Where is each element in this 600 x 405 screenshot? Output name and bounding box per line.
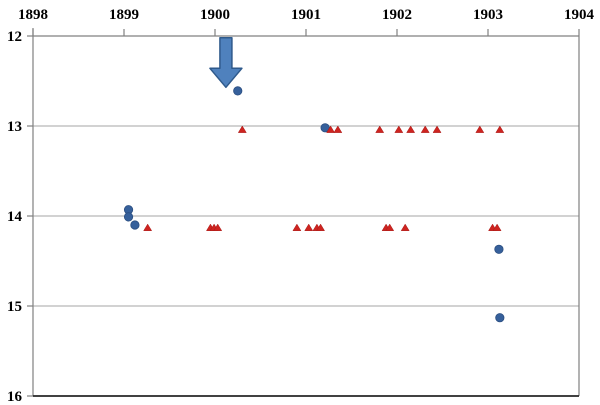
data-point-triangle [475, 125, 485, 133]
data-point-triangle [495, 125, 505, 133]
data-point-triangle [492, 223, 502, 231]
data-point-circle [130, 220, 140, 230]
data-point-triangle [432, 125, 442, 133]
data-point-triangle [333, 125, 343, 133]
y-axis-label: 14 [7, 209, 23, 225]
x-axis-label: 1903 [473, 7, 503, 23]
data-point-triangle [213, 223, 223, 231]
y-axis-label: 12 [7, 29, 22, 45]
x-axis-label: 1901 [291, 7, 321, 23]
data-point-triangle [304, 223, 314, 231]
y-axis-label: 16 [7, 389, 23, 405]
data-point-triangle [385, 223, 395, 231]
data-point-triangle [326, 125, 336, 133]
y-axis-label: 13 [7, 119, 22, 135]
data-point-circle [495, 313, 505, 323]
data-point-triangle [143, 223, 153, 231]
data-point-triangle [375, 125, 385, 133]
data-point-triangle [420, 125, 430, 133]
x-axis-label: 1900 [200, 7, 230, 23]
y-axis-label: 15 [7, 299, 22, 315]
down-arrow-annotation [209, 37, 243, 89]
data-point-triangle [237, 125, 247, 133]
x-axis-label: 1898 [18, 7, 48, 23]
data-point-circle [123, 212, 134, 222]
data-point-circle [494, 244, 504, 254]
x-axis-label: 1904 [564, 7, 595, 23]
data-point-triangle [394, 125, 404, 133]
x-axis-label: 1902 [382, 7, 412, 23]
data-point-triangle [316, 223, 326, 231]
data-point-circle [233, 86, 243, 96]
data-point-triangle [292, 223, 302, 231]
data-point-triangle [400, 223, 410, 231]
data-point-triangle [406, 125, 416, 133]
x-axis-label: 1899 [109, 7, 139, 23]
